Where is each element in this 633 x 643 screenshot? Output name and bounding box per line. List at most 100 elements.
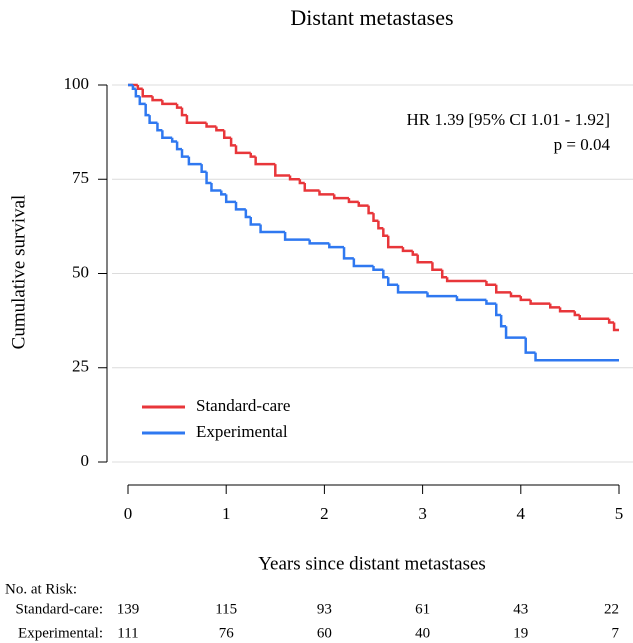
survival-step [372,265,384,271]
survival-step [377,220,384,230]
risk-count: 139 [117,601,140,617]
survival-step [148,115,158,124]
risk-count: 76 [219,625,235,641]
survival-step [386,277,399,287]
survival-step [180,149,189,158]
survival-step [229,137,237,147]
risk-row-label: Experimental: [18,625,103,641]
annotation: HR 1.39 [95% CI 1.01 - 1.92] [406,110,610,129]
survival-step [509,292,521,298]
survival-step [249,152,256,158]
risk-count: 40 [415,625,430,641]
survival-step [224,194,237,204]
survival-step [234,201,246,211]
survival-step [274,164,291,177]
y-tick-label: 75 [72,168,89,187]
x-tick-label: 5 [615,504,624,523]
chart-title: Distant metastases [290,5,453,30]
survival-step [144,103,150,117]
x-tick-label: 4 [517,504,526,523]
risk-count: 61 [415,601,430,617]
annotation: p = 0.04 [554,135,611,154]
survival-step [607,318,615,324]
x-axis-label: Years since distant metastases [258,553,486,574]
survival-step [612,322,619,332]
x-tick-label: 1 [222,504,231,523]
survival-step [156,122,163,132]
survival-step [529,299,551,305]
survival-step [411,250,418,256]
survival-step [222,130,232,140]
survival-step [382,228,389,238]
legend-label: Experimental [196,422,288,441]
survival-step [187,156,202,166]
risk-count: 7 [612,625,620,641]
survival-step [382,269,389,279]
risk-count: 115 [215,601,237,617]
survival-step [524,337,536,354]
survival-step [220,190,227,196]
survival-step [136,85,143,91]
survival-step [318,190,335,196]
survival-step [141,88,153,98]
survival-step [138,96,146,106]
survival-step [347,198,359,204]
survival-step [259,224,286,234]
y-tick-label: 50 [72,262,89,281]
risk-count: 93 [317,601,332,617]
risk-count: 22 [604,601,619,617]
survival-step [332,194,349,200]
survival-step [558,307,575,313]
survival-step [401,247,413,253]
survival-step [210,183,222,192]
survival-step [175,103,183,109]
survival-step [200,164,207,173]
survival-step [416,254,433,264]
x-tick-label: 3 [418,504,427,523]
survival-step [134,88,140,98]
survival-step [151,96,163,102]
survival-step [254,156,276,166]
survival-step [205,122,217,128]
survival-step [396,284,428,294]
survival-step [495,284,511,294]
risk-count: 111 [117,625,138,641]
risk-count: 60 [317,625,332,641]
survival-step [440,269,448,279]
x-tick-label: 0 [124,504,133,523]
survival-step [519,296,531,302]
y-axis-label: Cumulative survival [8,195,29,350]
survival-step [534,352,619,362]
survival-step [161,100,178,106]
x-tick-label: 2 [320,504,329,523]
survival-step [215,126,225,132]
survival-step [485,281,497,287]
survival-step [342,247,354,260]
survival-step [288,175,300,181]
survival-step [283,232,310,241]
survival-step [205,171,212,185]
survival-step [578,314,610,320]
survival-step [185,115,207,124]
survival-step [573,311,580,317]
survival-step [357,201,369,207]
survival-step [367,205,374,215]
survival-step [485,299,497,305]
survival-step [234,145,251,155]
y-tick-label: 25 [72,357,89,376]
y-tick-label: 0 [81,451,90,470]
survival-step [549,303,561,309]
risk-row-label: Standard-care: [16,601,103,617]
survival-step [372,213,379,222]
survival-step [455,296,487,302]
y-tick-label: 100 [64,74,90,93]
survival-step [328,243,345,249]
survival-step [303,183,320,192]
survival-step [431,262,443,271]
survival-step [352,258,374,268]
risk-count: 19 [513,625,528,641]
survival-step [499,314,507,328]
survival-step [249,216,261,226]
